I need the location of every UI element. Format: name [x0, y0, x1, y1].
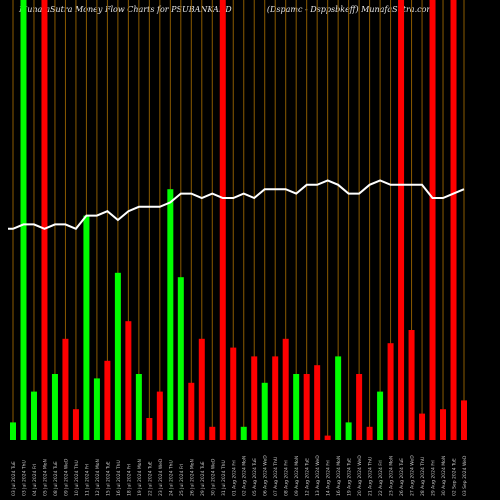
x-tick-label: 25 Jul 2024 FrI	[179, 464, 185, 496]
money-flow-bar	[429, 0, 436, 440]
money-flow-bar	[366, 426, 373, 440]
x-tick-label: 19 Jul 2024 MoN	[137, 459, 143, 496]
x-tick-label: 26 Aug 2024 TuE	[399, 458, 405, 496]
money-flow-bar	[62, 338, 69, 440]
x-tick-label: 03 Jul 2024 ThU	[21, 460, 27, 496]
money-flow-bar	[377, 391, 384, 440]
money-flow-bar	[114, 272, 121, 440]
money-flow-bar	[303, 374, 310, 440]
money-flow-bar	[30, 391, 37, 440]
x-tick-label: 22 Aug 2024 FrI	[378, 460, 384, 496]
money-flow-bar	[188, 382, 195, 440]
x-tick-label: 12 Jul 2024 MoN	[95, 459, 101, 496]
money-flow-bar	[398, 0, 405, 440]
money-flow-bar	[272, 356, 279, 440]
money-flow-bar	[261, 382, 268, 440]
x-tick-label: 05 Jul 2024 MoN	[42, 459, 48, 496]
x-tick-label: 08 Aug 2024 FrI	[284, 460, 290, 496]
money-flow-bar	[251, 356, 258, 440]
x-tick-label: 18 Jul 2024 FrI	[126, 464, 132, 496]
money-flow-bar	[20, 0, 27, 440]
x-tick-label: 09 Aug 2024 MoN	[294, 456, 300, 496]
money-flow-bar	[146, 418, 153, 440]
chart-title: MunafaSutra Money Flow Charts for PSUBAN…	[19, 5, 232, 14]
x-tick-label: 11 Jul 2024 FrI	[84, 464, 90, 496]
money-flow-bar	[156, 391, 163, 440]
money-flow-line	[8, 179, 465, 231]
x-tick-label: 24 Jul 2024 ThU	[168, 460, 174, 496]
x-tick-label: 10 Jul 2024 ThU	[74, 460, 80, 496]
money-flow-bar	[83, 215, 90, 440]
x-tick-label: 26 Jul 2024 MoN	[189, 459, 195, 496]
money-flow-bar	[219, 0, 226, 440]
money-flow-bar	[177, 277, 184, 440]
x-tick-label: 09 Jul 2024 WeD	[63, 458, 69, 496]
money-flow-bar	[167, 189, 174, 440]
x-tick-label: 13 Aug 2024 WeD	[315, 455, 321, 496]
money-flow-bar	[461, 400, 467, 440]
money-flow-bar	[450, 0, 457, 440]
x-tick-label: 02 Aug 2024 MoN	[242, 456, 248, 496]
money-flow-bar	[282, 338, 289, 440]
money-flow-bar	[387, 343, 394, 440]
money-flow-bar	[356, 374, 363, 440]
x-tick-label: 30 Aug 2024 MoN	[441, 456, 447, 496]
x-tick-label: 29 Aug 2024 FrI	[431, 460, 437, 496]
money-flow-bar	[419, 413, 426, 440]
x-tick-label: 16 Aug 2024 MoN	[336, 456, 342, 496]
x-tick-label: 07 Aug 2024 ThU	[273, 457, 279, 496]
money-flow-bar	[41, 0, 48, 440]
x-tick-label: 01 Aug 2024 FrI	[231, 460, 237, 496]
x-tick-label: 15 Jul 2024 TuE	[105, 461, 111, 496]
x-tick-label: 29 Jul 2024 TuE	[200, 461, 206, 496]
x-tick-label: 03 Jul 2024 TuE	[11, 461, 17, 496]
x-tick-label: 23 Aug 2024 MoN	[389, 456, 395, 496]
money-flow-bar	[345, 422, 352, 440]
money-flow-bar	[209, 426, 216, 440]
x-tick-label: 12 Aug 2024 TuE	[305, 458, 311, 496]
money-flow-bar	[408, 330, 415, 440]
money-flow-bar	[440, 409, 447, 440]
money-flow-bar	[324, 435, 331, 440]
money-flow-bar	[135, 374, 142, 440]
x-tick-label: 03 Sep 2024 WeD	[462, 455, 468, 496]
x-tick-label: 14 Aug 2024 FrI	[326, 460, 332, 496]
x-tick-label: 23 Jul 2024 WeD	[158, 458, 164, 496]
money-flow-bar	[293, 374, 300, 440]
money-flow-bar	[335, 356, 342, 440]
x-tick-label: 22 Jul 2024 TuE	[147, 461, 153, 496]
money-flow-bar	[93, 378, 100, 440]
money-flow-bar	[10, 422, 16, 440]
money-flow-bar	[51, 374, 58, 440]
x-tick-label: 20 Aug 2024 WeD	[357, 455, 363, 496]
money-flow-bar	[72, 409, 79, 440]
x-tick-label: 08 Jul 2024 TuE	[53, 461, 59, 496]
x-tick-label: 06 Aug 2024 WeD	[263, 455, 269, 496]
x-tick-label: 02 Sep 2024 TuE	[452, 458, 458, 496]
x-tick-label: 30 Jul 2024 WeD	[210, 458, 216, 496]
money-flow-bar	[240, 426, 247, 440]
money-flow-bar	[198, 338, 205, 440]
chart-source-label: (Dspamc - Dsppsbkeff) MunafaSutra.com	[266, 5, 434, 14]
x-tick-label: 19 Aug 2024 TuE	[347, 458, 353, 496]
x-tick-label: 04 Jul 2024 FrI	[32, 464, 38, 496]
money-flow-bar	[104, 360, 111, 440]
money-flow-bar	[125, 321, 132, 440]
money-flow-bar	[314, 365, 321, 440]
money-flow-bar	[230, 347, 237, 440]
x-tick-label: 16 Jul 2024 ThU	[116, 460, 122, 496]
x-tick-label: 05 Aug 2024 TuE	[252, 458, 258, 496]
x-tick-label: 27 Aug 2024 WeD	[410, 455, 416, 496]
x-tick-label: 28 Aug 2024 ThU	[420, 457, 426, 496]
x-tick-label: 21 Aug 2024 ThU	[368, 457, 374, 496]
x-tick-label: 31 Jul 2024 ThU	[221, 460, 227, 496]
